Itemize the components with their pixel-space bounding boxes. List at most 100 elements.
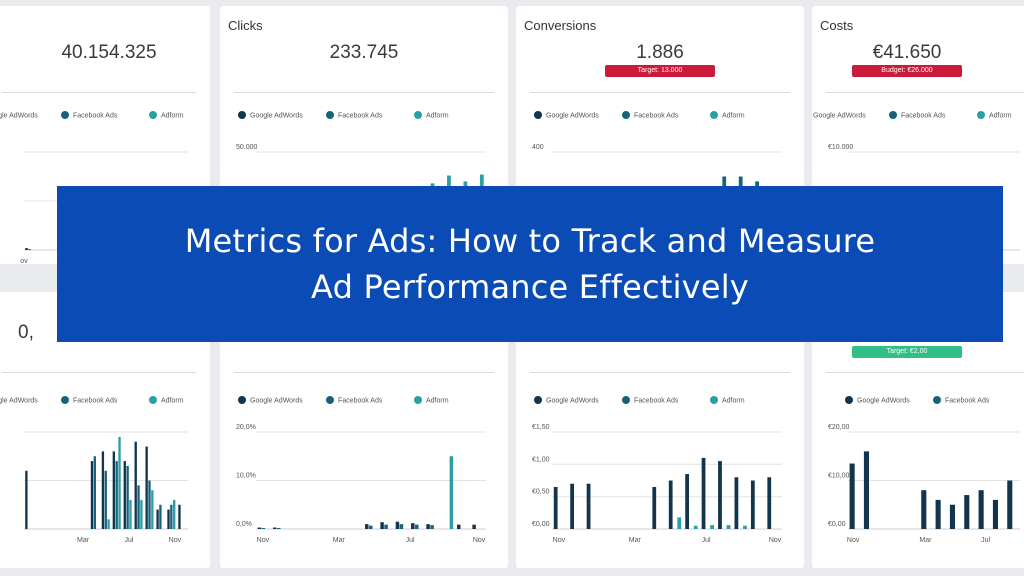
legend-label: Adform bbox=[426, 398, 449, 405]
cpa-target-badge: Target: €2,00 bbox=[852, 346, 962, 358]
legend-label: Facebook Ads bbox=[73, 398, 118, 405]
costs-divider bbox=[826, 92, 1024, 93]
legend-label: Facebook Ads bbox=[338, 113, 383, 120]
legend-label: Google AdWords bbox=[857, 398, 910, 405]
legend-label: Adform bbox=[722, 398, 745, 405]
x-tick-label: Nov bbox=[257, 537, 270, 544]
chart-bar bbox=[101, 451, 105, 529]
legend-label: Google AdWords bbox=[250, 398, 303, 405]
cpc-divider bbox=[530, 372, 790, 373]
chart-bar bbox=[767, 477, 772, 529]
chart-bar bbox=[257, 527, 262, 529]
conv-rate-chart: Google AdWords Facebook Ads Adform 20,0% 10,… bbox=[236, 396, 486, 544]
banner-title-line-2: Ad Performance Effectively bbox=[311, 268, 749, 306]
chart-bar bbox=[25, 470, 28, 529]
legend-dot bbox=[622, 396, 630, 404]
chart-bar bbox=[430, 525, 434, 529]
chart-bar bbox=[273, 527, 277, 529]
costs-title: Costs bbox=[820, 18, 854, 33]
legend-dot bbox=[238, 396, 246, 404]
chart-bar bbox=[107, 519, 110, 529]
legend-label: Google AdWords bbox=[0, 398, 38, 405]
chart-bar bbox=[1007, 480, 1013, 529]
x-tick-label: ov bbox=[20, 258, 28, 264]
conversions-divider bbox=[530, 92, 790, 93]
x-tick-label: Mar bbox=[333, 537, 346, 544]
chart-bar bbox=[140, 499, 143, 529]
x-tick-label: Nov bbox=[769, 537, 782, 544]
chart-bar bbox=[849, 463, 855, 529]
ctr-value: 0, bbox=[18, 322, 34, 343]
legend-dot bbox=[238, 111, 246, 119]
legend-label: Google AdWords bbox=[0, 113, 38, 120]
chart-bar bbox=[173, 499, 176, 529]
chart-bar bbox=[921, 490, 927, 529]
legend-label: Adform bbox=[161, 398, 184, 405]
x-tick-label: Jul bbox=[702, 537, 711, 544]
legend-dot bbox=[61, 396, 69, 404]
chart-bar bbox=[126, 465, 129, 529]
cpc-chart: Google AdWords Facebook Ads Adform €1,50 €1,… bbox=[532, 396, 782, 544]
chart-bar bbox=[25, 248, 28, 250]
chart-bar bbox=[137, 485, 140, 529]
chart-bar bbox=[129, 499, 132, 529]
cpa-divider bbox=[826, 372, 1024, 373]
legend-dot bbox=[710, 396, 718, 404]
y-tick-label: €1,50 bbox=[532, 424, 550, 431]
chart-bar bbox=[28, 249, 31, 250]
legend-dot bbox=[414, 111, 422, 119]
legend-label: Facebook Ads bbox=[901, 113, 946, 120]
legend-dot bbox=[61, 111, 69, 119]
clicks-value: 233.745 bbox=[329, 42, 399, 63]
legend-label: Facebook Ads bbox=[634, 398, 679, 405]
legend-dot bbox=[534, 396, 542, 404]
clicks-title: Clicks bbox=[228, 18, 263, 33]
costs-budget-badge: Budget: €26.000 bbox=[852, 65, 962, 77]
y-tick-label: 20,0% bbox=[236, 424, 256, 431]
chart-bar bbox=[365, 524, 369, 529]
chart-bar bbox=[151, 490, 154, 529]
chart-bar bbox=[148, 480, 151, 529]
y-tick-label: 50.000 bbox=[236, 144, 258, 151]
chart-bar bbox=[170, 504, 173, 529]
chart-bar bbox=[750, 480, 755, 529]
chart-bar bbox=[159, 504, 162, 529]
chart-bar bbox=[693, 525, 698, 529]
legend-label: Facebook Ads bbox=[945, 398, 990, 405]
chart-bar bbox=[718, 461, 722, 529]
x-tick-label: Nov bbox=[847, 537, 860, 544]
chart-bar bbox=[118, 436, 121, 529]
cpa-chart: Google AdWords Facebook Ads €20,00 €10,00 €0… bbox=[828, 396, 1020, 544]
chart-bar bbox=[743, 525, 747, 529]
x-tick-label: Jul bbox=[981, 537, 990, 544]
y-tick-label: €0,50 bbox=[532, 489, 550, 496]
chart-bar bbox=[949, 504, 955, 529]
chart-bar bbox=[115, 461, 118, 529]
chart-bar bbox=[710, 525, 714, 529]
chart-bar bbox=[935, 499, 941, 529]
chart-bar bbox=[104, 470, 107, 529]
title-banner: Metrics for Ads: How to Track and Measur… bbox=[57, 186, 1003, 342]
chart-bar bbox=[472, 524, 476, 529]
y-tick-label: €10.000 bbox=[828, 144, 853, 151]
chart-bar bbox=[93, 456, 96, 529]
x-tick-label: Mar bbox=[919, 537, 932, 544]
legend-dot bbox=[326, 111, 334, 119]
chart-bar bbox=[426, 524, 430, 529]
chart-bar bbox=[964, 495, 970, 529]
legend-dot bbox=[149, 111, 157, 119]
chart-bar bbox=[369, 525, 373, 529]
legend-dot bbox=[710, 111, 718, 119]
y-tick-label: €10,00 bbox=[828, 473, 850, 480]
chart-bar bbox=[652, 486, 657, 529]
legend-dot bbox=[845, 396, 853, 404]
chart-bar bbox=[112, 451, 116, 529]
x-tick-label: Mar bbox=[77, 537, 90, 544]
legend-label: Adform bbox=[426, 113, 449, 120]
chart-bar bbox=[380, 522, 384, 529]
legend-label: Google AdWords bbox=[813, 113, 866, 120]
y-tick-label: €1,00 bbox=[532, 456, 550, 463]
legend-dot bbox=[149, 396, 157, 404]
y-tick-label: €0,00 bbox=[828, 521, 846, 528]
chart-bar bbox=[167, 509, 170, 529]
